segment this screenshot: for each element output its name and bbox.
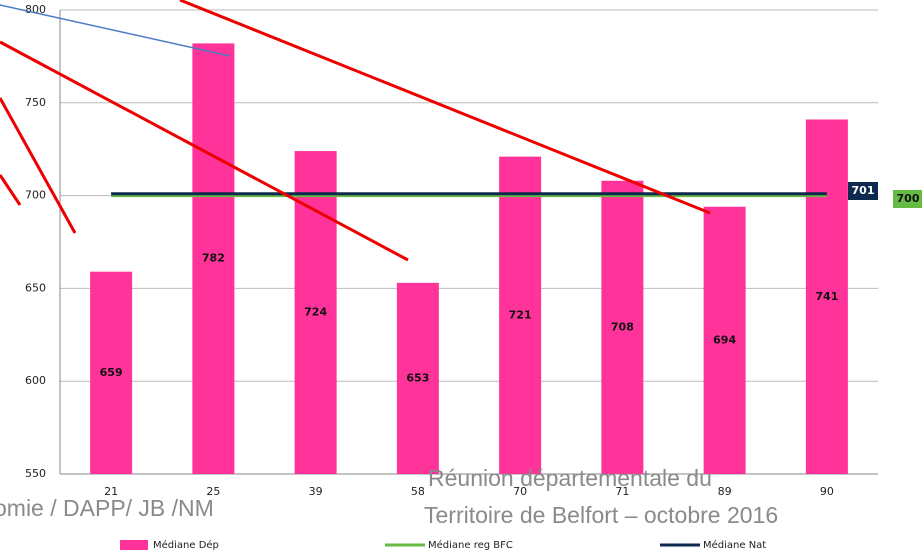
- x-tick-label: 89: [718, 485, 732, 498]
- data-label: 721: [509, 308, 532, 321]
- y-tick-label: 600: [25, 374, 46, 387]
- bar: [192, 43, 235, 475]
- y-tick-label: 650: [25, 281, 46, 294]
- x-tick-label: 58: [411, 485, 425, 498]
- data-label: 659: [100, 366, 123, 379]
- bar: [396, 282, 439, 474]
- footer-right: Territoire de Belfort – octobre 2016: [424, 502, 778, 528]
- legend-swatch: [120, 540, 148, 550]
- data-label: 694: [713, 333, 736, 346]
- annotation-line: [0, 97, 77, 234]
- x-tick-label: 21: [104, 485, 118, 498]
- data-label: 724: [304, 306, 327, 319]
- line-end-label: 700: [897, 192, 920, 205]
- annotation-line: [179, 0, 711, 215]
- legend-label: Médiane Nat: [703, 539, 766, 551]
- line-end-box: [893, 190, 922, 208]
- annotation-line: [0, 40, 409, 262]
- y-tick-label: 550: [25, 467, 46, 480]
- data-label: 708: [611, 320, 634, 333]
- x-tick-label: 90: [820, 485, 834, 498]
- legend-label: Médiane reg BFC: [428, 539, 513, 551]
- x-tick-label: 71: [615, 485, 629, 498]
- y-tick-label: 750: [25, 96, 46, 109]
- bar: [90, 271, 133, 474]
- plot-area: 550 600 650 700 750 800 21 25 39 58 70 71 89 90 659 782…: [25, 3, 922, 498]
- annotation-line: [0, 174, 22, 206]
- bar: [499, 156, 542, 474]
- footer-left: omie / DAPP/ JB /NM: [0, 495, 214, 521]
- bar: [294, 151, 337, 474]
- annotations: [0, 0, 711, 262]
- data-label: 782: [202, 252, 225, 265]
- x-tick-label: 39: [309, 485, 323, 498]
- y-tick-label: 800: [25, 3, 46, 16]
- x-tick-label: 70: [513, 485, 527, 498]
- line-end-label: 701: [852, 184, 875, 197]
- data-label: 653: [406, 371, 429, 384]
- y-tick-label: 700: [25, 189, 46, 202]
- bar: [601, 180, 644, 474]
- legend-label: Médiane Dép: [153, 539, 219, 551]
- line-end-box: [848, 182, 878, 200]
- footer-right: Réunion départementale du: [428, 465, 712, 491]
- x-tick-label: 25: [206, 485, 220, 498]
- bar: [703, 206, 746, 474]
- data-label: 741: [815, 290, 838, 303]
- annotation-line: [0, 4, 231, 57]
- bar: [805, 119, 848, 474]
